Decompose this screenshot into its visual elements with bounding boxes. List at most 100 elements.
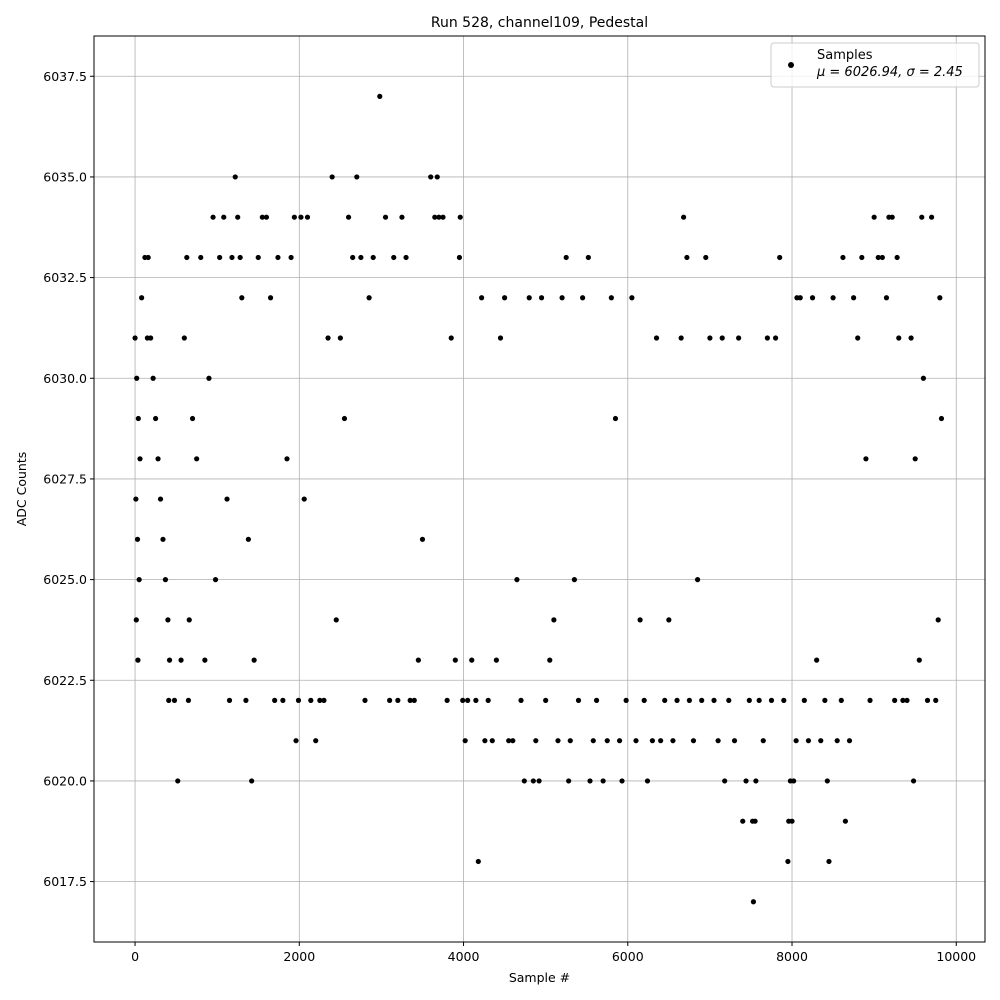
data-point (457, 214, 463, 220)
data-point (840, 254, 846, 261)
data-point (232, 174, 238, 180)
data-point (436, 214, 442, 220)
data-point (313, 738, 319, 744)
data-point (235, 214, 241, 220)
data-point (536, 778, 542, 784)
y-tick-label: 6027.5 (43, 471, 87, 486)
data-point (814, 657, 820, 663)
data-point (789, 818, 795, 824)
data-point (756, 697, 762, 704)
data-point (619, 778, 625, 784)
data-point (185, 697, 192, 704)
data-point (805, 738, 812, 744)
data-point (345, 214, 352, 220)
y-axis-label: ADC Counts (14, 452, 29, 527)
data-point (462, 738, 468, 744)
data-point (904, 697, 910, 704)
data-point (251, 657, 257, 663)
data-point (135, 657, 141, 663)
x-tick-label: 10000 (936, 949, 976, 964)
data-point (722, 778, 728, 784)
data-point (896, 335, 902, 341)
data-point (184, 254, 190, 261)
data-point (641, 697, 647, 704)
y-tick-label: 6032.5 (43, 270, 87, 285)
data-point (403, 254, 409, 261)
data-point (750, 899, 757, 905)
data-point (629, 295, 635, 301)
data-point (370, 254, 376, 261)
data-point (391, 254, 397, 261)
data-point (547, 657, 553, 663)
data-point (575, 697, 582, 704)
data-point (937, 295, 943, 301)
data-point (526, 295, 532, 301)
data-point (571, 577, 578, 583)
data-point (506, 738, 512, 744)
data-point (434, 174, 440, 180)
data-point (920, 375, 927, 381)
data-point (830, 295, 836, 301)
data-point (567, 738, 573, 744)
data-point (407, 697, 413, 704)
data-point (760, 738, 766, 744)
data-point (781, 697, 787, 704)
data-point (255, 254, 261, 261)
data-point (658, 738, 664, 744)
data-point (317, 697, 323, 704)
data-point (883, 295, 890, 301)
data-point (623, 697, 629, 704)
data-point (580, 295, 586, 301)
data-point (212, 577, 219, 583)
data-point (801, 697, 807, 704)
data-point (217, 254, 223, 261)
data-point (563, 254, 569, 261)
data-point (166, 697, 172, 704)
y-tick-label: 6037.5 (43, 69, 87, 84)
data-point (267, 295, 274, 301)
data-point (912, 456, 918, 462)
data-point (604, 738, 610, 744)
data-point (150, 375, 156, 381)
data-point (419, 536, 426, 542)
data-point (479, 295, 485, 301)
data-point (846, 738, 853, 744)
chart-title: Run 528, channel109, Pedestal (431, 15, 648, 31)
axis-ticks: 0 2000 4000 6000 8000 10000 6017.5 6020.0 6022.5… (43, 69, 976, 964)
data-point (715, 738, 721, 744)
data-point (740, 818, 746, 824)
data-point (764, 335, 770, 341)
data-point (194, 456, 200, 462)
data-point (358, 254, 364, 261)
data-point (288, 254, 294, 261)
data-point (892, 697, 898, 704)
data-point (684, 254, 690, 261)
data-point (259, 214, 265, 220)
data-point (432, 214, 438, 220)
data-point (694, 577, 701, 583)
data-point (293, 738, 299, 744)
data-point (600, 778, 606, 784)
data-point (543, 697, 549, 704)
data-point (175, 778, 181, 784)
data-point (489, 738, 495, 744)
data-point (674, 697, 680, 704)
data-point (460, 697, 466, 704)
data-point (929, 214, 935, 220)
data-point (337, 335, 343, 341)
data-point (793, 738, 799, 744)
data-point (148, 335, 154, 341)
data-point (791, 778, 797, 784)
data-point (469, 657, 475, 663)
data-point (608, 295, 614, 301)
data-point (818, 738, 824, 744)
data-point (243, 697, 249, 704)
data-point (475, 858, 481, 865)
y-tick-label: 6020.0 (43, 773, 87, 788)
data-point (139, 295, 145, 301)
data-point (514, 577, 520, 583)
data-point (354, 174, 360, 180)
y-tick-label: 6030.0 (43, 371, 87, 386)
data-point (221, 214, 227, 220)
plot-frame (93, 35, 986, 943)
